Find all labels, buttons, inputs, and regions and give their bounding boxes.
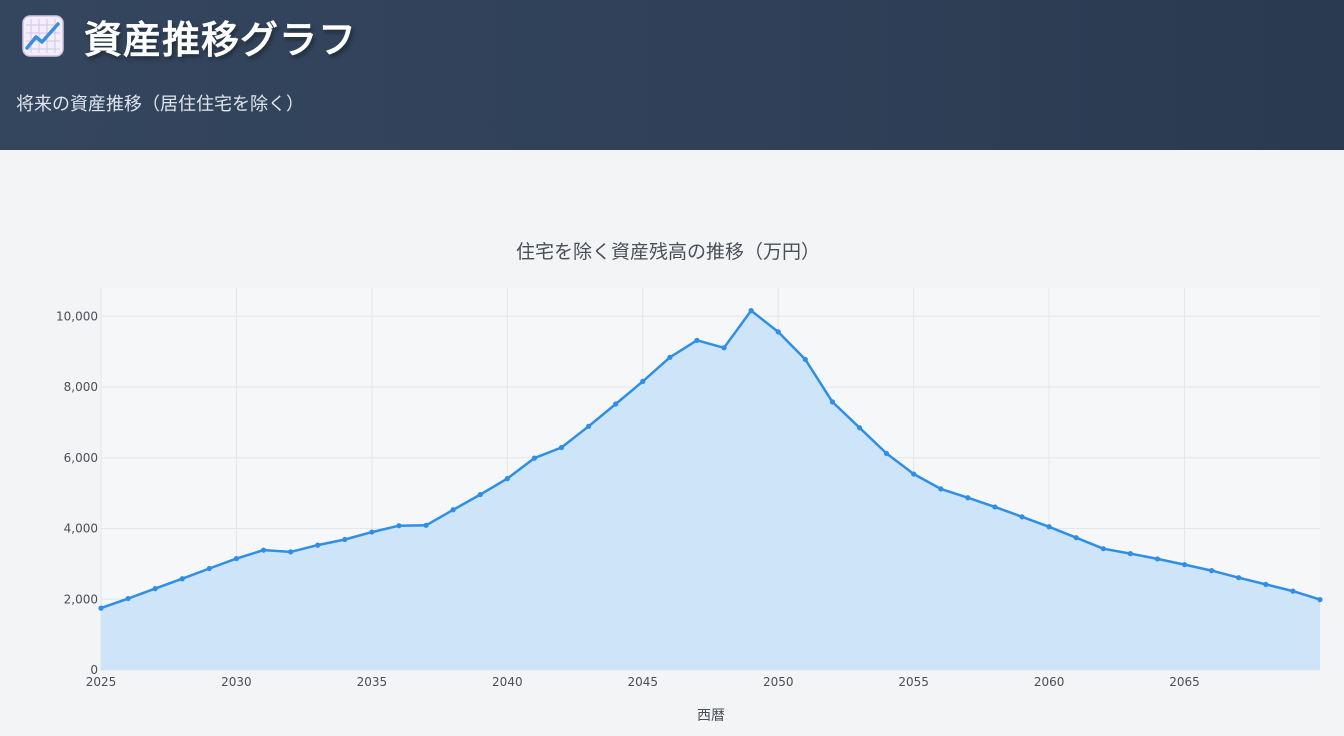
y-tick-label: 0 — [90, 663, 98, 677]
data-point — [477, 491, 483, 498]
data-point — [369, 529, 375, 535]
data-point — [1181, 561, 1188, 568]
x-tick-label: 2040 — [492, 675, 523, 689]
data-point — [558, 444, 565, 451]
data-point — [125, 595, 131, 602]
data-point — [802, 356, 808, 363]
data-point — [260, 547, 267, 553]
data-point — [1127, 551, 1133, 557]
data-point — [640, 378, 646, 384]
data-point — [748, 308, 754, 314]
title-row: 資産推移グラフ — [22, 12, 357, 62]
chart-increasing-icon — [22, 15, 64, 57]
data-point — [938, 486, 944, 492]
series-area — [101, 310, 1320, 670]
x-tick-label: 2050 — [763, 675, 794, 689]
data-point — [531, 455, 538, 461]
data-point — [775, 329, 781, 335]
x-tick-label: 2055 — [898, 675, 929, 689]
y-tick-label: 6,000 — [64, 451, 98, 465]
data-point — [423, 522, 429, 528]
data-point — [1317, 597, 1323, 603]
data-point — [1019, 514, 1025, 520]
asset-chart: 住宅を除く資産残高の推移（万円） 0 2,000 4,000 6,000 8,000 10… — [56, 241, 1323, 724]
x-tick-label: 2030 — [221, 675, 252, 689]
data-point — [1263, 581, 1269, 588]
data-point — [342, 536, 348, 543]
data-point — [315, 542, 321, 548]
y-tick-label: 4,000 — [64, 522, 98, 536]
chart-container: 住宅を除く資産残高の推移（万円） 0 2,000 4,000 6,000 8,000 10… — [0, 150, 1344, 732]
chart-title: 住宅を除く資産残高の推移（万円） — [516, 241, 820, 263]
data-point — [450, 507, 456, 513]
data-point — [98, 605, 104, 611]
data-point — [667, 354, 673, 360]
data-point — [1290, 588, 1296, 594]
x-tick-label: 2065 — [1169, 675, 1200, 689]
data-point — [1209, 568, 1215, 574]
y-axis-ticks: 0 2,000 4,000 6,000 8,000 10,000 — [56, 309, 98, 677]
data-point — [1073, 535, 1079, 541]
data-point — [179, 576, 185, 582]
data-point — [396, 523, 402, 529]
series-line — [100, 309, 1321, 610]
data-point — [1154, 556, 1161, 562]
page-title: 資産推移グラフ — [84, 17, 358, 62]
data-point — [856, 425, 863, 431]
data-point — [152, 586, 158, 592]
data-point — [911, 471, 917, 477]
data-point — [1236, 575, 1242, 581]
x-tick-label: 2060 — [1034, 675, 1065, 689]
data-point — [829, 399, 836, 405]
page-subtitle: 将来の資産推移（居住住宅を除く） — [16, 94, 304, 115]
data-point — [694, 337, 700, 343]
data-point — [613, 401, 619, 407]
x-tick-label: 2045 — [628, 675, 659, 689]
data-point — [883, 450, 890, 457]
data-point — [206, 565, 212, 572]
x-axis-ticks: 2025 2030 2035 2040 2045 2050 2055 2060 2065 — [86, 675, 1200, 689]
data-point — [1100, 546, 1106, 552]
x-tick-label: 2035 — [357, 675, 388, 689]
data-point — [233, 555, 240, 562]
data-point — [721, 345, 727, 351]
y-tick-label: 10,000 — [56, 309, 98, 323]
data-point — [992, 504, 998, 510]
series-points — [98, 308, 1323, 611]
data-point — [586, 423, 592, 429]
y-tick-label: 8,000 — [64, 380, 98, 394]
data-point — [1046, 524, 1052, 530]
x-tick-label: 2025 — [86, 675, 117, 689]
data-point — [965, 495, 971, 501]
header-banner: 資産推移グラフ 将来の資産推移（居住住宅を除く） — [0, 0, 1344, 150]
x-axis-label: 西暦 — [697, 708, 725, 724]
data-point — [504, 476, 510, 482]
data-point — [288, 549, 294, 555]
y-tick-label: 2,000 — [64, 592, 98, 606]
